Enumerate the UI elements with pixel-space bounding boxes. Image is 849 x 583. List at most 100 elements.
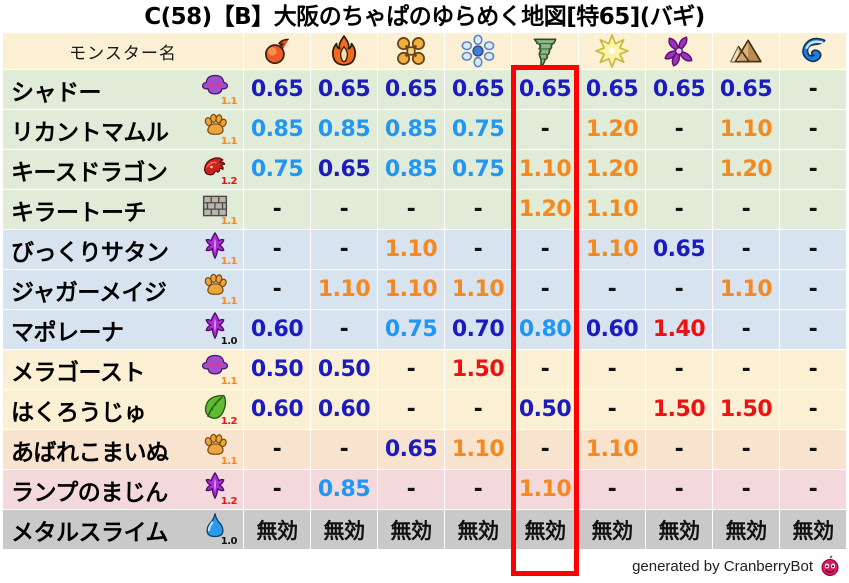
flame-icon [327,34,361,68]
column-header-starburst-icon[interactable] [579,33,645,69]
column-header-purple-pinwheel-icon[interactable] [646,33,712,69]
monster-name-label: はくろうじゅ [11,399,147,426]
resistance-cell: 無効 [244,510,310,549]
resistance-cell: - [646,470,712,509]
resistance-cell: - [445,190,511,229]
column-header-snowflake-icon[interactable] [445,33,511,69]
resistance-cell: - [311,230,377,269]
resistance-cell: 1.10 [579,230,645,269]
paw-icon [201,272,229,300]
resistance-cell: 無効 [780,510,846,549]
resistance-cell: 0.65 [646,70,712,109]
monster-name-cell[interactable]: あばれこまいぬ 1.1 [3,430,243,469]
monster-version-label: 1.1 [220,96,238,107]
monster-name-cell[interactable]: リカントマムル 1.1 [3,110,243,149]
meteorite-fire-icon [260,34,294,68]
monster-name-cell[interactable]: はくろうじゅ 1.2 [3,390,243,429]
monster-version-label: 1.1 [220,296,238,307]
monster-name-cell[interactable]: びっくりサタン 1.1 [3,230,243,269]
column-header-monster-name: モンスター名 [3,33,243,69]
monster-version-label: 1.2 [220,496,238,507]
resistance-cell: - [244,190,310,229]
resistance-cell: 0.50 [244,350,310,389]
resistance-cell: 0.60 [244,310,310,349]
monster-version-label: 1.1 [220,376,238,387]
table-header-row: モンスター名 [3,33,846,69]
resistance-cell: - [780,150,846,189]
brick-wall-icon [201,192,229,220]
paw-icon [201,112,229,140]
monster-icon-wrap: 1.2 [201,152,238,187]
resistance-cell: 1.10 [579,190,645,229]
resistance-cell: - [311,190,377,229]
table-row: マポレーナ 1.0 0.60-0.75 0.70 0.80 0.60 1.40- - [3,310,846,349]
resistance-cell: - [512,110,578,149]
monster-version-label: 1.2 [220,416,238,427]
resistance-cell: - [244,270,310,309]
table-row: メタルスライム 1.0 無効 無効 無効 無効 無効 無効 無効 無効 無効 [3,510,846,549]
resistance-cell: - [646,110,712,149]
monster-version-label: 1.2 [220,176,238,187]
table-row: ランプのまじん 1.2-0.85- -1.10- - - - [3,470,846,509]
monster-version-label: 1.1 [220,256,238,267]
monster-name-cell[interactable]: メラゴースト 1.1 [3,350,243,389]
monster-name-cell[interactable]: シャドー 1.1 [3,70,243,109]
column-header-ice-crystal-icon[interactable] [378,33,444,69]
resistance-cell: 0.85 [311,470,377,509]
resistance-cell: 0.60 [579,310,645,349]
resistance-cell: - [713,190,779,229]
snowflake-icon [461,34,495,68]
resistance-table-container: モンスター名 シャドー 1.1 0.65 0.65 0.65 0.65 0.65 0.65 0.… [0,32,849,576]
column-header-meteorite-fire-icon[interactable] [244,33,310,69]
resistance-cell: 1.10 [311,270,377,309]
monster-name-cell[interactable]: キラートーチ 1.1 [3,190,243,229]
resistance-cell: - [780,310,846,349]
monster-name-label: メタルスライム [11,519,169,546]
monster-name-cell[interactable]: ジャガーメイジ 1.1 [3,270,243,309]
monster-icon-wrap: 1.1 [201,272,238,307]
resistance-cell: - [378,190,444,229]
resistance-cell: 1.20 [512,190,578,229]
resistance-cell: - [512,270,578,309]
resistance-cell: - [780,350,846,389]
table-row: びっくりサタン 1.1- -1.10- -1.10 0.65- - [3,230,846,269]
table-row: シャドー 1.1 0.65 0.65 0.65 0.65 0.65 0.65 0.65 0.65- [3,70,846,109]
column-header-mountain-icon[interactable] [713,33,779,69]
resistance-cell: 1.10 [713,270,779,309]
paw-icon [201,432,229,460]
monster-name-cell[interactable]: メタルスライム 1.0 [3,510,243,549]
column-header-flame-icon[interactable] [311,33,377,69]
resistance-cell: - [646,430,712,469]
resistance-cell: - [579,390,645,429]
monster-icon-wrap: 1.1 [201,72,238,107]
purple-trident-icon [201,312,229,340]
monster-icon-wrap: 1.0 [201,512,238,547]
resistance-cell: - [780,190,846,229]
monster-name-cell[interactable]: マポレーナ 1.0 [3,310,243,349]
resistance-table: モンスター名 シャドー 1.1 0.65 0.65 0.65 0.65 0.65 0.65 0.… [2,32,847,550]
resistance-cell: - [646,190,712,229]
monster-name-cell[interactable]: キースドラゴン 1.2 [3,150,243,189]
resistance-cell: - [780,230,846,269]
monster-name-label: あばれこまいぬ [11,439,169,466]
column-header-tornado-icon[interactable] [512,33,578,69]
resistance-cell: 0.65 [579,70,645,109]
purple-pinwheel-icon [662,34,696,68]
resistance-cell: - [244,470,310,509]
column-header-wave-icon[interactable] [780,33,846,69]
resistance-cell: 無効 [713,510,779,549]
resistance-cell: 1.10 [512,470,578,509]
resistance-cell: 0.65 [378,430,444,469]
table-row: リカントマムル 1.1 0.85 0.85 0.85 0.75-1.20-1.10- [3,110,846,149]
resistance-cell: - [579,470,645,509]
resistance-cell: 0.85 [378,110,444,149]
monster-icon-wrap: 1.1 [201,112,238,147]
resistance-cell: 0.80 [512,310,578,349]
monster-name-label: キラートーチ [11,199,147,226]
table-row: ジャガーメイジ 1.1-1.10 1.10 1.10- - -1.10- [3,270,846,309]
monster-name-cell[interactable]: ランプのまじん 1.2 [3,470,243,509]
resistance-cell: 0.75 [244,150,310,189]
resistance-cell: 0.65 [713,70,779,109]
resistance-cell: 無効 [512,510,578,549]
resistance-cell: 0.75 [445,110,511,149]
